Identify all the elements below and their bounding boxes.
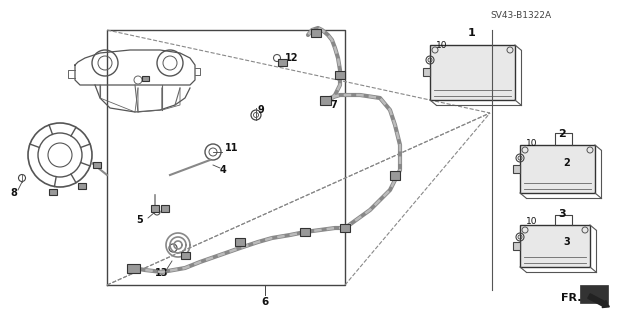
Bar (127, 263, 140, 272)
Text: 1: 1 (468, 28, 476, 38)
Bar (513, 242, 520, 250)
FancyArrow shape (588, 294, 609, 308)
Bar (580, 285, 608, 303)
Bar (520, 225, 590, 267)
Bar (278, 58, 287, 65)
Text: 9: 9 (258, 105, 265, 115)
Bar (151, 204, 159, 211)
Text: 3: 3 (558, 209, 566, 219)
Bar (520, 145, 595, 193)
Bar (423, 68, 430, 76)
Text: 10: 10 (526, 138, 538, 147)
Text: 2: 2 (563, 158, 570, 168)
Bar (78, 183, 86, 189)
Text: 11: 11 (225, 143, 239, 153)
Text: 7: 7 (330, 100, 337, 110)
Bar (141, 76, 148, 80)
Bar (430, 45, 515, 100)
Text: 8: 8 (10, 188, 17, 198)
Bar (93, 162, 100, 168)
Bar (390, 170, 400, 180)
Text: 10: 10 (436, 41, 447, 49)
Bar (300, 228, 310, 236)
Bar (49, 189, 58, 196)
Text: FR.: FR. (561, 293, 582, 303)
Text: 3: 3 (563, 237, 570, 247)
Text: 2: 2 (558, 129, 566, 139)
Bar (340, 224, 350, 232)
Bar (311, 29, 321, 37)
Bar (161, 204, 169, 211)
Bar (319, 95, 330, 105)
Bar (180, 251, 189, 258)
Bar (335, 71, 345, 79)
Bar (235, 238, 245, 246)
Text: 13: 13 (155, 268, 168, 278)
Text: SV43-B1322A: SV43-B1322A (490, 11, 551, 20)
Text: 6: 6 (261, 297, 268, 307)
Text: 10: 10 (526, 218, 538, 226)
Text: 12: 12 (285, 53, 298, 63)
Bar (513, 165, 520, 173)
Text: 4: 4 (220, 165, 227, 175)
Text: 5: 5 (136, 215, 143, 225)
